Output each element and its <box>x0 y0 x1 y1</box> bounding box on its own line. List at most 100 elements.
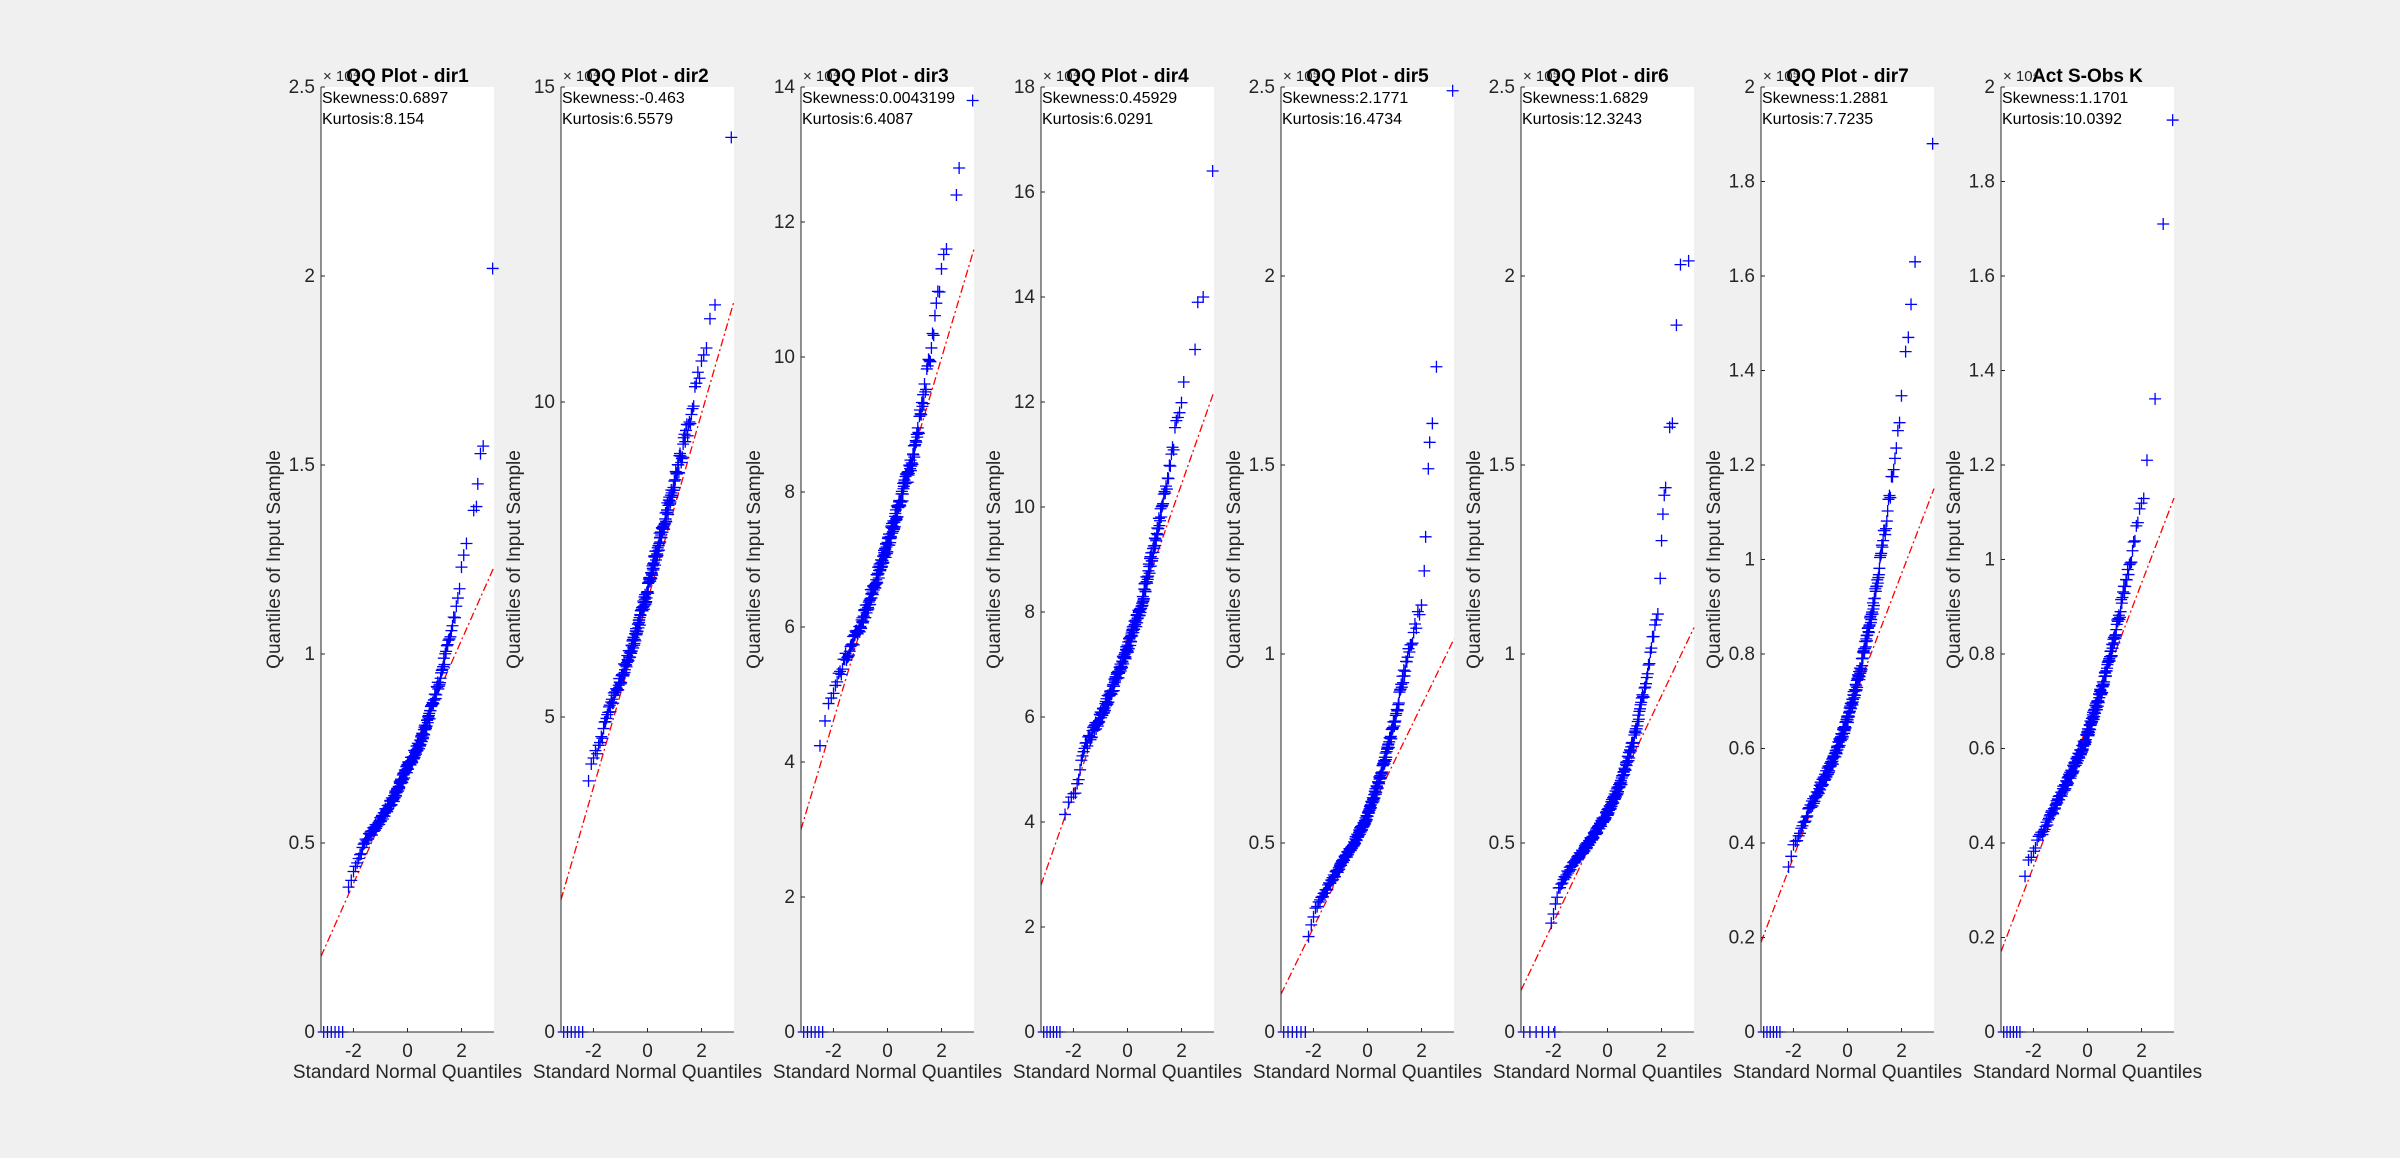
data-point <box>901 476 914 489</box>
subplot-8: 00.20.40.60.811.21.41.61.82-2 0 2Standard … <box>1944 66 2202 1083</box>
subplot-title: QQ Plot - dir3 <box>826 66 948 87</box>
data-point <box>1659 481 1672 494</box>
axes-background <box>321 87 494 1032</box>
data-point <box>1170 414 1183 427</box>
data-point <box>342 881 355 894</box>
y-tick-label: 14 <box>1014 287 1036 308</box>
data-point <box>680 424 693 437</box>
data-point <box>1422 462 1435 475</box>
y-tick-label: 2 <box>784 887 795 908</box>
data-point <box>582 774 595 787</box>
data-point <box>1545 917 1558 930</box>
data-point <box>1888 452 1901 465</box>
data-markers <box>557 131 738 1038</box>
y-tick-label: 1.4 <box>1729 361 1756 382</box>
data-markers <box>1037 165 1219 1038</box>
x-axis-label: Standard Normal Quantiles <box>1973 1062 2202 1083</box>
data-point <box>695 354 708 367</box>
y-tick-label: 1.6 <box>1729 266 1755 287</box>
subplot-title: QQ Plot - dir2 <box>586 66 708 87</box>
data-point <box>1643 657 1656 670</box>
y-axis-label: Quantiles of Input Sample <box>264 450 285 669</box>
data-point <box>1418 564 1431 577</box>
stats-annotation: Skewness:0.0043199 <box>802 90 955 107</box>
data-point <box>912 427 925 440</box>
x-tick-label: 0 <box>1362 1041 1373 1062</box>
data-point <box>1158 485 1171 498</box>
data-point <box>2123 558 2136 571</box>
data-point <box>1926 137 1939 150</box>
y-axis-label: Quantiles of Input Sample <box>1944 450 1965 669</box>
y-tick-label: 1.6 <box>1969 266 1995 287</box>
data-point <box>1072 773 1085 786</box>
subplot-7: 00.20.40.60.811.21.41.61.82-2 0 2Standard … <box>1704 66 1962 1083</box>
y-tick-label: 0.2 <box>1969 928 1995 949</box>
y-tick-label: 0 <box>784 1022 795 1043</box>
data-point <box>925 341 938 354</box>
subplot-title: QQ Plot - dir7 <box>1786 66 1908 87</box>
data-point <box>1162 472 1175 485</box>
data-point <box>360 834 373 847</box>
x-tick-label: -2 <box>1065 1041 1082 1062</box>
data-point <box>1152 522 1165 535</box>
data-point <box>1059 808 1072 821</box>
data-point <box>920 383 933 396</box>
x-tick-label: 0 <box>402 1041 413 1062</box>
data-point <box>917 397 930 410</box>
y-tick-label: 0.4 <box>1729 833 1756 854</box>
data-point <box>1062 796 1075 809</box>
data-point <box>355 847 368 860</box>
data-point <box>446 619 459 632</box>
data-point <box>470 500 483 513</box>
stats-annotation: Kurtosis:6.0291 <box>1042 111 1153 128</box>
data-point <box>589 744 602 757</box>
data-point <box>607 697 620 710</box>
data-point <box>1645 642 1658 655</box>
data-point <box>2027 845 2040 858</box>
data-point <box>1800 811 1813 824</box>
data-point <box>2121 563 2134 576</box>
data-point <box>1078 742 1091 755</box>
data-point <box>1640 677 1653 690</box>
subplot-title: Act S-Obs K <box>2032 66 2143 87</box>
data-markers <box>317 262 499 1038</box>
data-point <box>448 611 461 624</box>
y-axis-label: Quantiles of Input Sample <box>1464 450 1485 669</box>
data-point <box>437 660 450 673</box>
y-tick-label: 0.6 <box>1729 739 1755 760</box>
data-point <box>2041 819 2054 832</box>
data-point <box>709 298 722 311</box>
data-markers <box>1277 84 1459 1038</box>
y-tick-label: 10 <box>774 347 795 368</box>
data-point <box>926 327 939 340</box>
axes-background <box>1041 87 1214 1032</box>
data-point <box>1403 646 1416 659</box>
subplot-title: QQ Plot - dir6 <box>1546 66 1668 87</box>
y-tick-label: 0.8 <box>1969 644 1995 665</box>
data-point <box>834 665 847 678</box>
data-point <box>457 549 470 562</box>
data-point <box>2117 585 2130 598</box>
data-point <box>1873 562 1886 575</box>
data-point <box>2157 218 2170 231</box>
data-point <box>1887 463 1900 476</box>
y-tick-label: 0.5 <box>1249 833 1275 854</box>
data-point <box>1666 417 1679 430</box>
data-point <box>933 285 946 298</box>
data-point <box>592 739 605 752</box>
data-point <box>460 537 473 550</box>
y-tick-label: 4 <box>784 752 795 773</box>
stats-annotation: Kurtosis:16.4734 <box>1282 111 1402 128</box>
y-tick-label: 0.4 <box>1969 833 1996 854</box>
y-tick-label: 1.5 <box>1249 455 1275 476</box>
data-point <box>940 242 953 255</box>
stats-annotation: Skewness:-0.463 <box>562 90 685 107</box>
data-point <box>953 162 966 174</box>
data-point <box>1084 733 1097 746</box>
data-point <box>1905 298 1918 311</box>
y-tick-label: 12 <box>1014 392 1035 413</box>
data-point <box>1886 470 1899 483</box>
x-axis-label: Standard Normal Quantiles <box>1493 1062 1722 1083</box>
